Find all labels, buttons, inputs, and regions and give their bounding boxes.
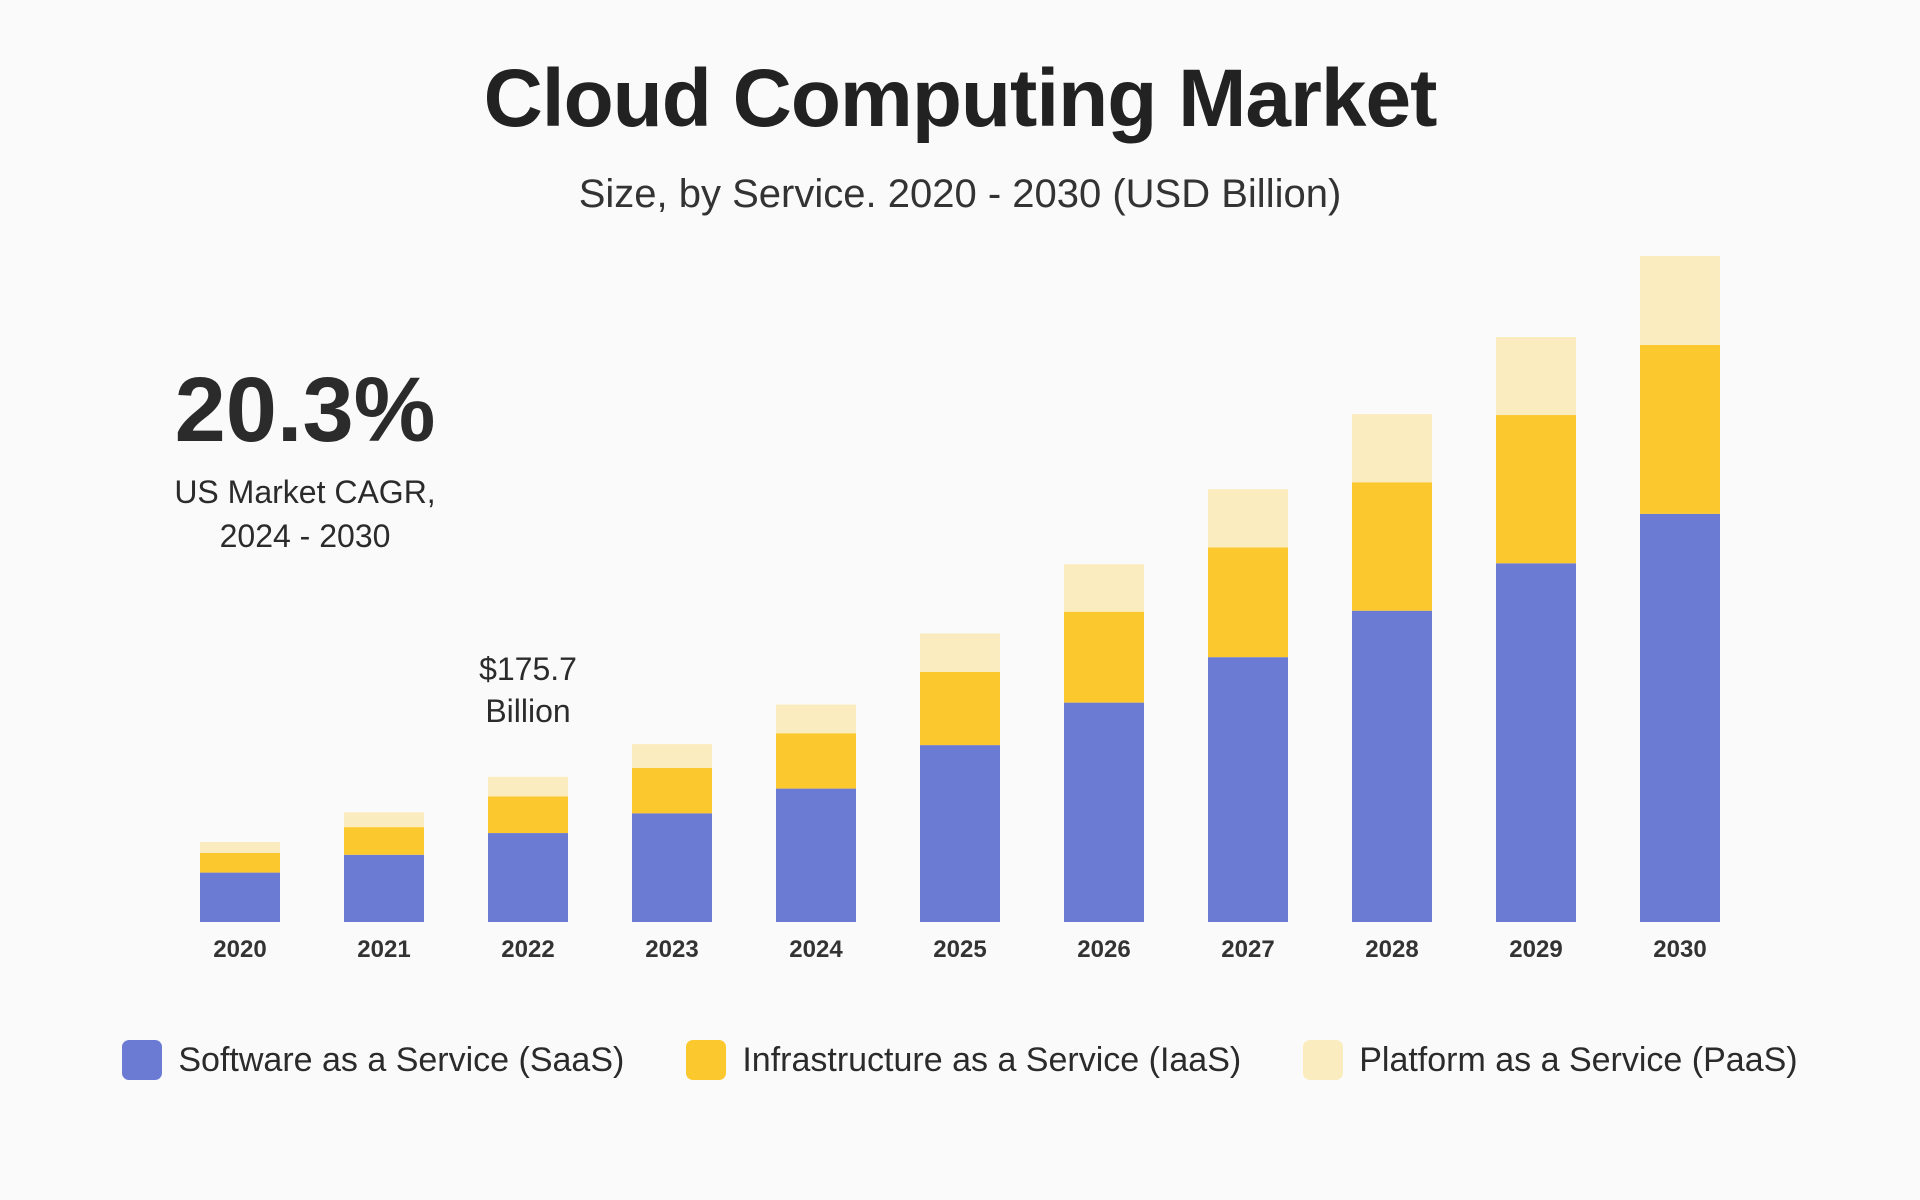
bar-paas-2023 <box>632 744 712 768</box>
bar-saas-2025 <box>920 745 1000 922</box>
bar-saas-2020 <box>200 872 280 922</box>
legend-label-iaas: Infrastructure as a Service (IaaS) <box>742 1040 1242 1079</box>
bar-paas-2026 <box>1064 564 1144 612</box>
bar-paas-2028 <box>1352 414 1432 483</box>
legend: Software as a Service (SaaS) Infrastruct… <box>0 1040 1920 1080</box>
bar-paas-2029 <box>1496 336 1576 416</box>
bar-iaas-2027 <box>1208 547 1288 658</box>
chart-title: Cloud Computing Market <box>483 53 1438 144</box>
bar-iaas-2022 <box>488 796 568 834</box>
bar-saas-2029 <box>1496 563 1576 922</box>
x-tick-label-2024: 2024 <box>789 936 843 963</box>
callout-line2: Billion <box>485 693 571 729</box>
bar-paas-2024 <box>776 704 856 734</box>
x-tick-label-2026: 2026 <box>1077 936 1130 963</box>
legend-item-saas: Software as a Service (SaaS) <box>122 1040 624 1080</box>
legend-label-saas: Software as a Service (SaaS) <box>178 1040 625 1079</box>
callout-line1: $175.7 <box>479 651 577 687</box>
x-tick-label-2023: 2023 <box>645 936 698 963</box>
bar-iaas-2024 <box>776 733 856 789</box>
bar-iaas-2029 <box>1496 415 1576 564</box>
bar-saas-2024 <box>776 788 856 922</box>
x-tick-label-2028: 2028 <box>1365 936 1418 963</box>
cagr-value: 20.3% <box>174 359 436 461</box>
bar-paas-2025 <box>920 633 1000 672</box>
legend-item-paas: Platform as a Service (PaaS) <box>1303 1040 1798 1080</box>
value-callout: $175.7 Billion <box>428 648 628 732</box>
x-tick-label-2029: 2029 <box>1509 936 1562 963</box>
bar-saas-2023 <box>632 813 712 922</box>
legend-label-paas: Platform as a Service (PaaS) <box>1359 1040 1798 1079</box>
cagr-label: US Market CAGR, 2024 - 2030 <box>130 470 480 558</box>
x-tick-label-2022: 2022 <box>501 936 554 963</box>
bar-saas-2026 <box>1064 702 1144 922</box>
x-tick-label-2030: 2030 <box>1653 936 1706 963</box>
x-tick-label-2020: 2020 <box>213 936 266 963</box>
bar-iaas-2028 <box>1352 482 1432 611</box>
cagr-label-line2: 2024 - 2030 <box>219 518 391 554</box>
bar-iaas-2023 <box>632 767 712 814</box>
bar-saas-2021 <box>344 854 424 922</box>
bar-saas-2030 <box>1640 513 1720 922</box>
bar-paas-2027 <box>1208 489 1288 548</box>
legend-swatch-iaas <box>686 1040 727 1080</box>
bar-iaas-2021 <box>344 827 424 855</box>
legend-swatch-saas <box>122 1040 163 1080</box>
chart-subtitle: Size, by Service. 2020 - 2030 (USD Billi… <box>578 172 1342 216</box>
bar-saas-2027 <box>1208 657 1288 922</box>
legend-item-iaas: Infrastructure as a Service (IaaS) <box>686 1040 1241 1080</box>
bar-iaas-2020 <box>200 852 280 873</box>
bar-paas-2022 <box>488 776 568 797</box>
x-tick-label-2021: 2021 <box>357 936 410 963</box>
bar-paas-2021 <box>344 812 424 828</box>
x-tick-label-2025: 2025 <box>933 936 986 963</box>
x-tick-label-2027: 2027 <box>1221 936 1274 963</box>
bar-saas-2028 <box>1352 610 1432 922</box>
bar-iaas-2026 <box>1064 611 1144 703</box>
bar-paas-2030 <box>1640 255 1720 345</box>
cagr-label-line1: US Market CAGR, <box>174 474 436 510</box>
bar-paas-2020 <box>200 841 280 853</box>
bar-saas-2022 <box>488 833 568 922</box>
bar-iaas-2025 <box>920 671 1000 746</box>
bar-iaas-2030 <box>1640 344 1720 514</box>
legend-swatch-paas <box>1303 1040 1344 1080</box>
